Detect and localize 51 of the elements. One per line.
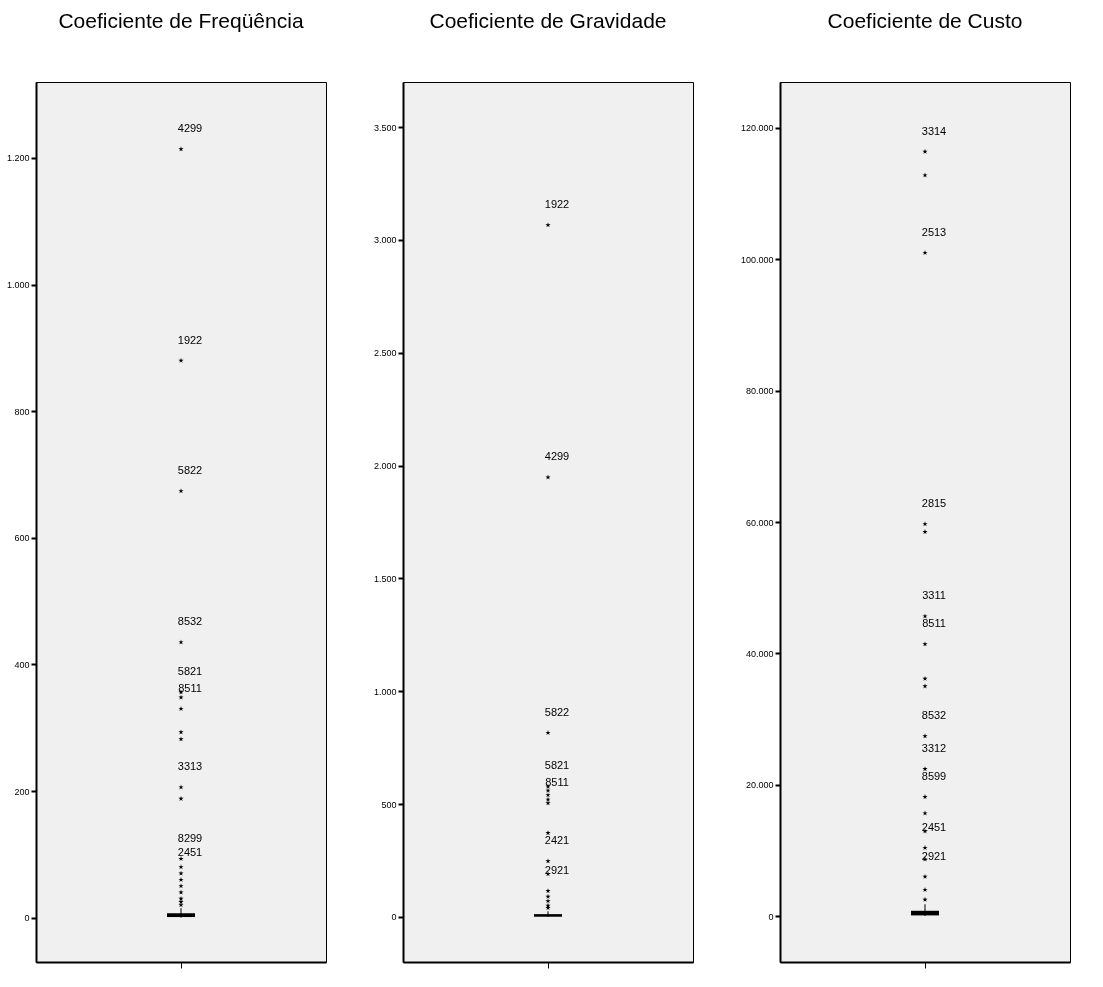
annotation: 2921	[921, 849, 947, 862]
annotation: 3313	[177, 760, 203, 773]
annotation: 8511	[922, 617, 946, 630]
annotation: 3311	[922, 589, 946, 602]
annotation: 2513	[921, 225, 947, 238]
annotation: 3314	[921, 124, 947, 137]
y-tick-label: 500	[381, 799, 397, 810]
annotation: 5821	[544, 759, 570, 772]
annotation: 1922	[177, 333, 203, 346]
annotation: 4299	[177, 122, 203, 135]
y-tick-label: 400	[14, 659, 30, 670]
annotation: 8532	[921, 709, 947, 722]
annotation: 5822	[177, 463, 203, 476]
y-tick-label: 200	[14, 786, 30, 797]
y-tick-label: 2.500	[373, 348, 397, 359]
annotation: 2921	[544, 863, 570, 876]
y-tick-label: 0	[391, 912, 397, 923]
annotation: 8511	[178, 681, 202, 694]
y-tick-label: 40.000	[745, 648, 774, 659]
chart-title: Coeficiente de Custo	[827, 9, 1023, 32]
annotation: 2451	[921, 820, 947, 833]
y-tick-label: 1.000	[373, 686, 397, 697]
y-tick-label: 3.000	[373, 235, 397, 246]
chart-title: Coeficiente de Freqüência	[58, 9, 304, 32]
annotation: 2451	[177, 846, 203, 859]
y-tick-label: 100.000	[740, 254, 774, 265]
y-tick-label: 0	[24, 913, 30, 924]
annotation: 8299	[177, 831, 203, 844]
annotation: 8532	[177, 615, 203, 628]
y-tick-label: 60.000	[745, 517, 774, 528]
y-tick-label: 600	[14, 533, 30, 544]
y-tick-label: 0	[768, 911, 774, 922]
y-tick-label: 20.000	[745, 780, 774, 791]
annotation: 2421	[544, 834, 570, 847]
y-tick-label: 800	[14, 406, 30, 417]
annotation: 1922	[544, 198, 570, 211]
annotation: 2815	[921, 496, 947, 509]
y-tick-label: 120.000	[740, 123, 774, 134]
chart-title: Coeficiente de Gravidade	[429, 9, 667, 32]
y-tick-label: 2.000	[373, 461, 397, 472]
y-tick-label: 1.000	[6, 280, 30, 291]
y-tick-label: 3.500	[373, 122, 397, 133]
annotation: 4299	[544, 450, 570, 463]
annotation: 8599	[921, 769, 947, 782]
annotation: 3312	[921, 741, 947, 754]
annotation: 5822	[544, 705, 570, 718]
y-tick-label: 80.000	[745, 386, 774, 397]
annotation: 5821	[177, 665, 203, 678]
annotation: 8511	[545, 776, 569, 789]
y-tick-label: 1.200	[6, 153, 30, 164]
y-tick-label: 1.500	[373, 573, 397, 584]
